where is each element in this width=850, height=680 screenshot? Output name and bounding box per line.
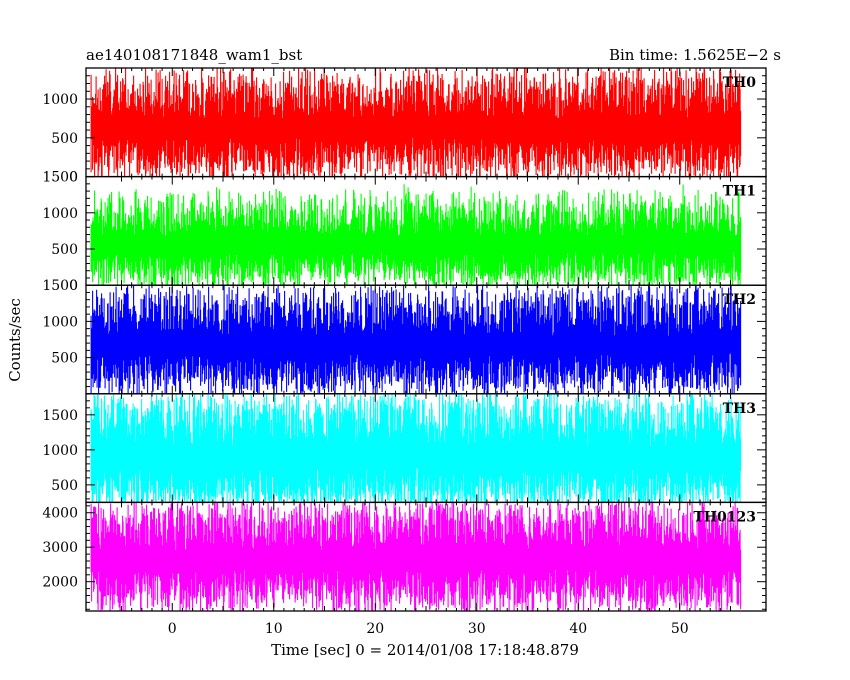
panel-th3: 500 1000 1500 TH3	[42, 393, 767, 504]
y-tick-label: 1000	[42, 314, 78, 330]
y-axis-label: Counts/sec	[6, 298, 24, 382]
panel-label: TH3	[723, 401, 756, 417]
x-tick-label: 0	[168, 621, 177, 637]
panel-label: TH2	[723, 292, 756, 308]
x-tick-label: 10	[265, 621, 283, 637]
y-tick-label: 1000	[42, 443, 78, 459]
y-tick-label: 3000	[42, 540, 78, 556]
x-tick-label: 30	[468, 621, 486, 637]
bin-time-label: Bin time: 1.5625E−2 s	[609, 46, 781, 64]
panel-label: TH0	[723, 75, 757, 91]
series-trace-th3	[90, 393, 742, 503]
panel-th2: 500 1000 1500 TH2	[42, 278, 767, 395]
panel-label: TH1	[723, 184, 756, 200]
y-tick-label: 500	[51, 131, 78, 147]
y-tick-label: 1500	[42, 408, 78, 424]
panel-th0123: 2000 3000 4000 TH0123	[42, 501, 767, 612]
y-tick-label: 0	[69, 170, 78, 186]
y-tick-label: 0	[69, 278, 78, 294]
y-tick-label: 1500	[42, 278, 78, 294]
panel-th1: 0 500 1000 1500 TH1	[42, 170, 767, 294]
series-trace-th0	[90, 68, 742, 177]
y-tick-label: 500	[51, 478, 78, 494]
y-tick-label: 2000	[42, 575, 78, 591]
y-tick-label: 1000	[42, 206, 78, 222]
y-tick-label: 1000	[42, 92, 78, 108]
y-tick-label: 500	[51, 242, 78, 258]
series-trace-th1	[90, 184, 742, 286]
x-tick-label: 20	[366, 621, 384, 637]
y-tick-label: 1500	[42, 170, 78, 186]
panels-group: 05001000TH0050010001500TH150010001500TH2…	[42, 67, 767, 637]
x-tick-label: 40	[569, 621, 587, 637]
y-tick-label: 4000	[42, 506, 78, 522]
x-axis-label: Time [sec] 0 = 2014/01/08 17:18:48.879	[271, 641, 579, 659]
panel-label: TH0123	[693, 509, 756, 525]
series-trace-th2	[90, 285, 742, 394]
chart-title-left: ae140108171848_wam1_bst	[86, 46, 302, 64]
panel-th0: 0 500 1000 TH0	[42, 67, 767, 186]
series-trace-th0123	[90, 502, 742, 611]
y-tick-label: 500	[51, 351, 78, 367]
x-tick-label: 50	[671, 621, 689, 637]
